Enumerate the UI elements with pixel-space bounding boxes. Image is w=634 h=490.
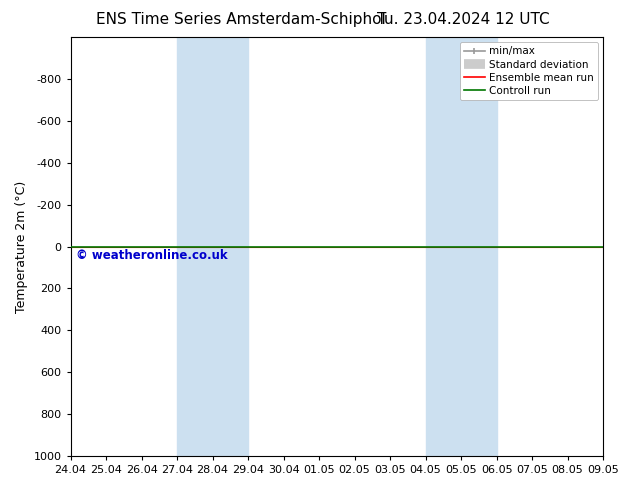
Bar xyxy=(177,37,248,456)
Text: © weatheronline.co.uk: © weatheronline.co.uk xyxy=(76,248,228,262)
Text: Tu. 23.04.2024 12 UTC: Tu. 23.04.2024 12 UTC xyxy=(377,12,549,27)
Bar xyxy=(425,37,496,456)
Legend: min/max, Standard deviation, Ensemble mean run, Controll run: min/max, Standard deviation, Ensemble me… xyxy=(460,42,598,100)
Text: ENS Time Series Amsterdam-Schiphol: ENS Time Series Amsterdam-Schiphol xyxy=(96,12,386,27)
Y-axis label: Temperature 2m (°C): Temperature 2m (°C) xyxy=(15,180,28,313)
